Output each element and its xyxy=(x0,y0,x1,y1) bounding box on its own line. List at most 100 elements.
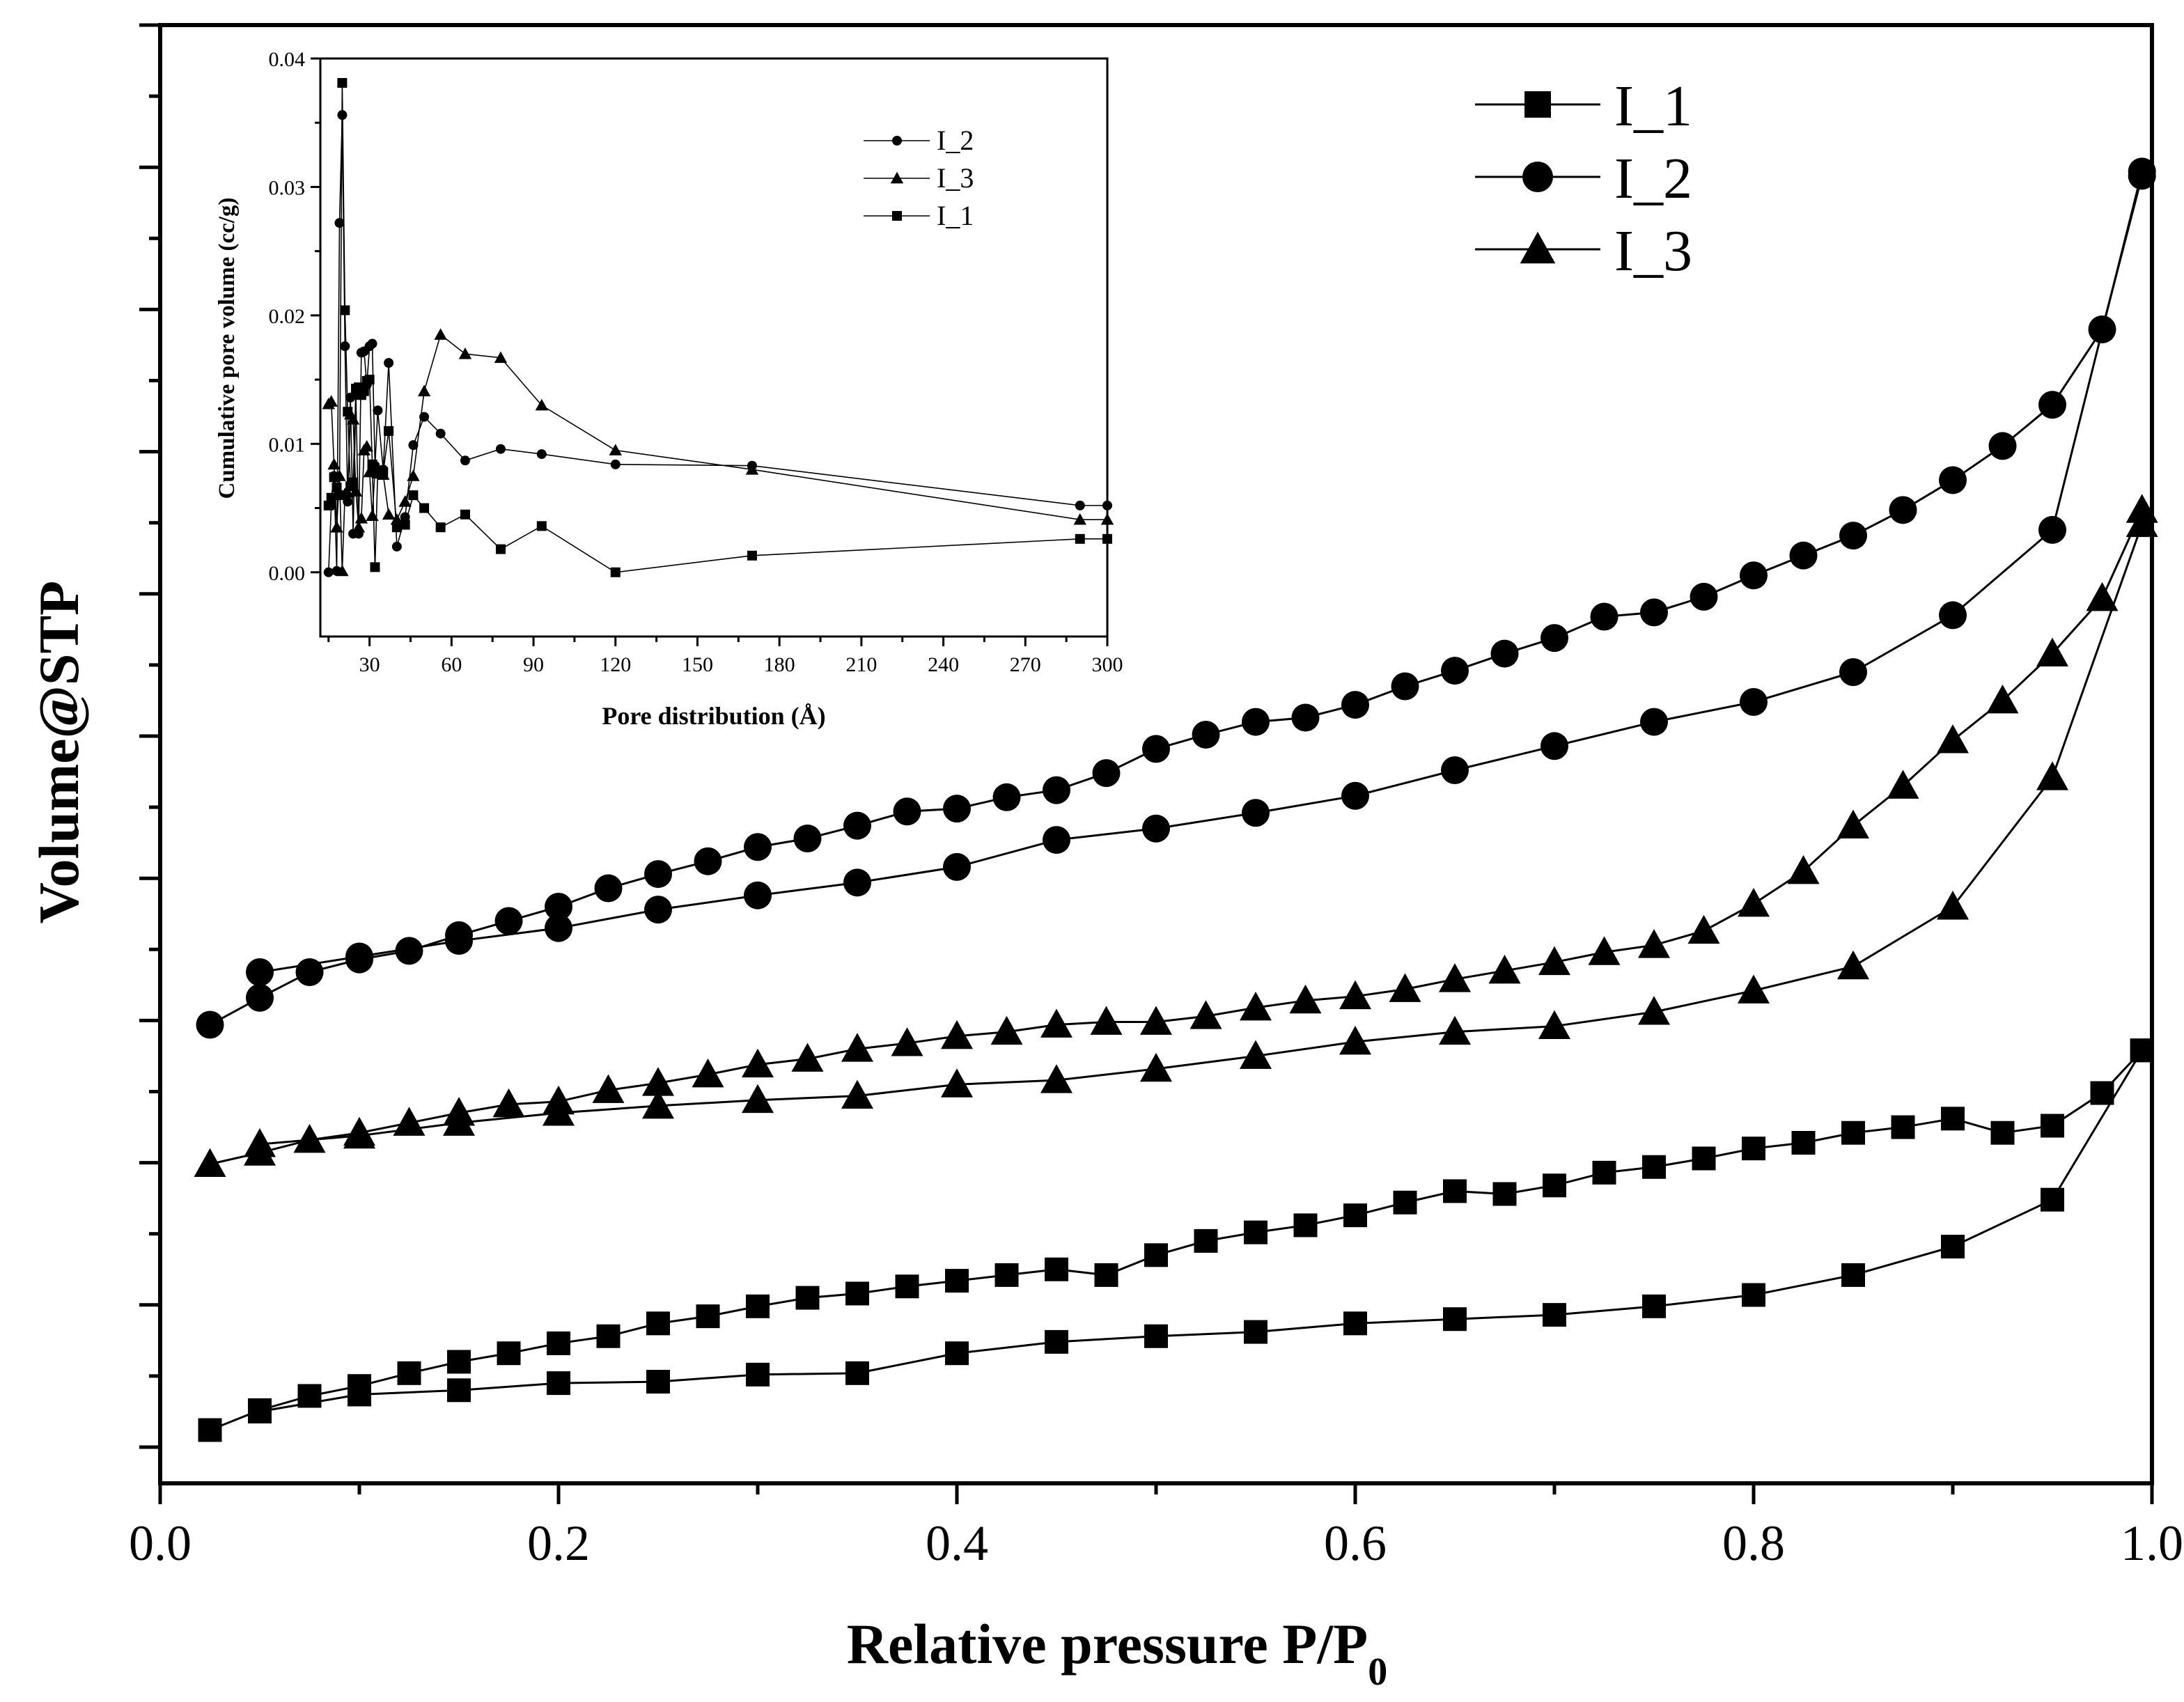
series-I_3-desorption-point xyxy=(841,1079,873,1109)
main-x-axis-title-subscript: 0 xyxy=(1368,1650,1387,1694)
inset-series-I_2-point xyxy=(1075,500,1085,510)
main-x-axis-ticks: 0.0 0.2 0.4 0.6 0.8 1.0 xyxy=(129,1483,2183,1571)
series-I_1-desorption-point xyxy=(2041,1187,2064,1212)
series-I_1-adsorption-point xyxy=(198,1418,222,1442)
series-I_2-adsorption-point xyxy=(1988,432,2017,460)
series-I_2-adsorption-point xyxy=(1242,708,1270,736)
series-I_3-adsorption-point xyxy=(2036,637,2068,666)
series-I_1-desorption-point xyxy=(646,1370,670,1394)
inset-series-I_3-point xyxy=(494,351,508,364)
series-I_1-adsorption-point xyxy=(696,1304,720,1329)
series-I_3-desorption-point xyxy=(642,1089,674,1119)
inset-series-I_1-point xyxy=(400,520,410,530)
inset-series-I_2-point xyxy=(367,338,377,349)
inset-series-I_1-point xyxy=(326,492,336,503)
inset-series-I_3-point xyxy=(336,564,349,577)
series-I_1-desorption-point xyxy=(2130,1038,2154,1063)
series-I_2-adsorption-point xyxy=(494,907,523,935)
series-I_1-adsorption-point xyxy=(397,1361,421,1385)
series-I_3-adsorption-point xyxy=(1538,946,1570,976)
legend-label: I_3 xyxy=(1614,219,1692,283)
inset-legend-label: I_2 xyxy=(937,125,974,156)
inset-series-I_2-point xyxy=(408,440,419,451)
inset-x-tick-label: 150 xyxy=(682,653,713,676)
series-I_2-adsorption-point xyxy=(943,795,971,823)
inset-series-I_2-point xyxy=(340,341,350,352)
main-y-axis-title: Volume@STP xyxy=(27,581,91,923)
series-I_1-adsorption-point xyxy=(1343,1203,1367,1228)
inset-series-I_3-point xyxy=(1073,513,1086,525)
inset-plot-frame xyxy=(319,57,1109,638)
inset-chart: 0.00 0.01 0.02 0.03 0.04 30 60 90 120 150 180 210 2… xyxy=(214,48,1123,730)
series-I_3-desorption-point xyxy=(1339,1026,1371,1055)
inset-series-I_3-point xyxy=(349,485,363,497)
series-I_2-adsorption-point xyxy=(246,983,274,1012)
series-I_1-adsorption-point xyxy=(1293,1213,1318,1238)
inset-x-axis-ticks: 30 60 90 120 150 180 210 240 270 300 xyxy=(327,637,1123,676)
series-I_2-adsorption-point xyxy=(545,893,572,921)
series-I_2-adsorption-point xyxy=(1640,598,1668,627)
inset-series-I_1-point xyxy=(329,472,339,483)
series-I_1-adsorption-point xyxy=(795,1286,820,1310)
series-I_2-adsorption-point xyxy=(1490,639,1519,668)
inset-x-tick-label: 60 xyxy=(441,653,462,676)
series-I_2-desorption-point xyxy=(1142,814,1170,843)
series-I_3-adsorption-point xyxy=(1837,809,1869,839)
series-I_2-desorption-line xyxy=(259,171,2144,974)
series-I_3-adsorption-point xyxy=(492,1088,525,1118)
series-I_1-adsorption-point xyxy=(447,1350,471,1374)
series-I_1-desorption-point xyxy=(746,1362,770,1387)
series-I_2-desorption-point xyxy=(1939,601,1967,630)
inset-legend-marker xyxy=(892,136,902,146)
series-I_1-adsorption-point xyxy=(845,1281,869,1306)
inset-y-axis-ticks: 0.00 0.01 0.02 0.03 0.04 xyxy=(269,48,320,585)
series-I_2-adsorption-point xyxy=(1939,466,1967,494)
series-I_2-desorption-point xyxy=(545,914,572,942)
series-I_2-adsorption-point xyxy=(1690,582,1718,611)
series-I_3-desorption-line xyxy=(259,524,2144,1146)
series-I_3-desorption-point xyxy=(543,1097,575,1126)
inset-series-I_3-point xyxy=(390,513,404,525)
series-I_2-adsorption-point xyxy=(694,847,722,875)
legend-label: I_1 xyxy=(1614,74,1692,139)
inset-series-I_1-point xyxy=(364,375,375,385)
series-I_2-adsorption-point xyxy=(1789,541,1818,570)
series-I_2-adsorption-point xyxy=(1291,703,1320,732)
series-I_1-desorption-point xyxy=(1343,1311,1367,1336)
inset-series-I_2-point xyxy=(435,428,446,439)
inset-y-tick-label: 0.00 xyxy=(269,562,306,585)
series-I_1-desorption-line xyxy=(259,1049,2143,1413)
series-I_1-desorption-point xyxy=(1045,1329,1068,1354)
inset-series-I_3-point xyxy=(346,413,360,425)
inset-series-I_3 xyxy=(322,328,1114,577)
inset-series-I_3-point xyxy=(434,328,447,340)
series-I_1-desorption-point xyxy=(1642,1294,1666,1318)
inset-series-I_2-point xyxy=(610,459,621,469)
series-I_2-adsorption-point xyxy=(1441,657,1469,685)
inset-series-I_2-point xyxy=(384,358,394,368)
inset-series-I_2-point xyxy=(495,444,506,454)
main-x-tick-label: 0.8 xyxy=(1722,1515,1785,1571)
series-I_3-desorption-point xyxy=(1937,891,1969,920)
inset-series-I_1-point xyxy=(1102,533,1112,544)
inset-x-tick-label: 180 xyxy=(764,653,795,676)
series-I_3-adsorption-point xyxy=(1040,1008,1072,1038)
series-I_3-desorption-point xyxy=(1040,1064,1072,1093)
inset-series-I_3-point xyxy=(407,469,420,481)
legend-marker xyxy=(1520,231,1556,264)
series-I_2-adsorption-point xyxy=(843,811,871,840)
inset-series-I_1-point xyxy=(348,477,359,487)
series-I_1-adsorption-point xyxy=(1592,1160,1616,1185)
series-I_2-adsorption-point xyxy=(395,937,423,965)
series-I_1-adsorption-point xyxy=(1094,1263,1118,1287)
inset-x-tick-label: 120 xyxy=(600,653,631,676)
inset-series-I_3-point xyxy=(1100,513,1114,525)
series-I_2-desorption-point xyxy=(445,927,473,955)
inset-series-I_3-point xyxy=(745,463,759,475)
series-I_1-adsorption-point xyxy=(1144,1243,1168,1267)
series-I_3-adsorption-point xyxy=(1787,854,1820,884)
inset-series-I_3-point xyxy=(609,444,622,455)
inset-series-I_3-point xyxy=(398,495,412,507)
series-I_3-desorption-point xyxy=(1240,1040,1272,1069)
series-I_1-adsorption-point xyxy=(895,1274,919,1299)
